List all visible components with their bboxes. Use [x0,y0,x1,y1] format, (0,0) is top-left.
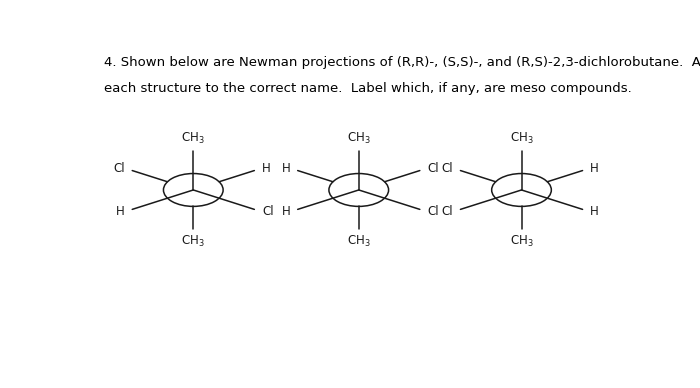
Text: $\mathregular{CH_3}$: $\mathregular{CH_3}$ [181,131,205,146]
Text: Cl: Cl [262,205,274,218]
Text: $\mathregular{CH_3}$: $\mathregular{CH_3}$ [510,234,533,249]
Text: H: H [116,205,125,218]
Text: H: H [590,162,598,175]
Text: H: H [281,205,290,218]
Text: Cl: Cl [441,162,453,175]
Text: $\mathregular{CH_3}$: $\mathregular{CH_3}$ [347,234,370,249]
Text: $\mathregular{CH_3}$: $\mathregular{CH_3}$ [510,131,533,146]
Text: Cl: Cl [427,162,439,175]
Text: $\mathregular{CH_3}$: $\mathregular{CH_3}$ [181,234,205,249]
Text: H: H [262,162,271,175]
Text: each structure to the correct name.  Label which, if any, are meso compounds.: each structure to the correct name. Labe… [104,82,631,95]
Text: H: H [590,205,598,218]
Text: Cl: Cl [441,205,453,218]
Text: 4. Shown below are Newman projections of (R,R)-, (S,S)-, and (R,S)-2,3-dichlorob: 4. Shown below are Newman projections of… [104,55,700,69]
Text: Cl: Cl [113,162,125,175]
Text: Cl: Cl [427,205,439,218]
Text: H: H [281,162,290,175]
Text: $\mathregular{CH_3}$: $\mathregular{CH_3}$ [347,131,370,146]
